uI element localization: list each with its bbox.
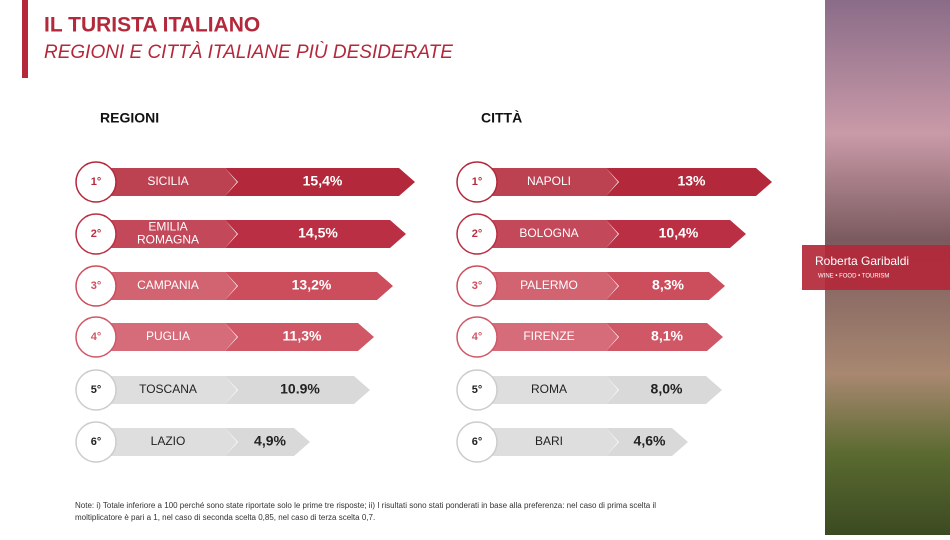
rank-circle [75, 213, 117, 255]
category-chevron [486, 428, 618, 456]
category-chevron [105, 168, 237, 196]
category-chevron [105, 220, 237, 248]
category-chevron [486, 323, 618, 351]
rank-circle [456, 265, 498, 307]
rank-circle [456, 369, 498, 411]
rank-circle [456, 316, 498, 358]
bar [225, 168, 415, 196]
subtitle: REGIONI E CITTÀ ITALIANE PIÙ DESIDERATE [44, 41, 453, 63]
value-label: 11,3% [283, 328, 322, 344]
category-label: EMILIA ROMAGNA [137, 220, 199, 247]
rank-label: 2° [472, 228, 483, 240]
note: moltiplicatore è pari a 1, nel caso di s… [75, 513, 375, 522]
rank-circle [75, 161, 117, 203]
category-label: NAPOLI [527, 174, 571, 188]
rank-label: 1° [91, 176, 102, 188]
category-chevron [486, 168, 618, 196]
value-label: 8,1% [651, 328, 683, 344]
category-chevron [105, 376, 237, 404]
rank-label: 6° [472, 436, 483, 448]
bar [606, 323, 723, 351]
bar [225, 272, 393, 300]
rank-circle [75, 369, 117, 411]
rank-label: 3° [472, 280, 483, 292]
value-label: 8,3% [652, 277, 684, 293]
category-chevron [486, 272, 618, 300]
bar [606, 168, 772, 196]
value-label: 14,5% [298, 225, 338, 241]
note: Note: i) Totale inferiore a 100 perché s… [75, 501, 656, 510]
rank-label: 5° [472, 384, 483, 396]
category-chevron [105, 428, 237, 456]
category-label: PALERMO [520, 278, 578, 292]
chart-heading: REGIONI [100, 110, 159, 126]
value-label: 4,9% [254, 433, 286, 449]
bar [225, 323, 374, 351]
rank-label: 5° [91, 384, 102, 396]
rank-label: 6° [91, 436, 102, 448]
category-label: ROMA [531, 382, 567, 396]
rank-circle [75, 421, 117, 463]
category-chevron [486, 376, 618, 404]
category-label: FIRENZE [523, 329, 574, 343]
category-label: BOLOGNA [519, 226, 578, 240]
value-label: 13,2% [292, 277, 332, 293]
category-chevron [105, 272, 237, 300]
category-chevron [486, 220, 618, 248]
title: IL TURISTA ITALIANO [44, 14, 260, 37]
rank-label: 2° [91, 228, 102, 240]
rank-circle [75, 265, 117, 307]
value-label: 4,6% [634, 433, 666, 449]
category-chevron [105, 323, 237, 351]
value-label: 15,4% [303, 173, 343, 189]
bar [606, 220, 746, 248]
rank-label: 4° [91, 331, 102, 343]
bar [225, 428, 310, 456]
accent-bar [22, 0, 28, 78]
charts: REGIONI 1° SICILIA 15,4% 2° EMILIA ROMAGNA 14,5… [75, 110, 772, 463]
rank-label: 4° [472, 331, 483, 343]
rank-label: 1° [472, 176, 483, 188]
category-label: CAMPANIA [137, 278, 199, 292]
chart-heading: CITTÀ [481, 110, 522, 126]
bar [606, 428, 688, 456]
brand-box [802, 245, 950, 290]
value-label: 10.9% [280, 381, 320, 397]
category-label: BARI [535, 434, 563, 448]
bar [606, 376, 722, 404]
rank-circle [75, 316, 117, 358]
bar [225, 220, 406, 248]
category-label: SICILIA [147, 174, 188, 188]
rank-circle [456, 421, 498, 463]
value-label: 8,0% [651, 381, 683, 397]
bar [225, 376, 370, 404]
bar [606, 272, 725, 300]
rank-circle [456, 213, 498, 255]
rank-label: 3° [91, 280, 102, 292]
category-label: LAZIO [151, 434, 186, 448]
value-label: 13% [677, 173, 706, 189]
rank-circle [456, 161, 498, 203]
value-label: 10,4% [659, 225, 699, 241]
category-label: TOSCANA [139, 382, 197, 396]
brand-tagline: WINE • FOOD • TOURISM [818, 274, 889, 280]
category-label: PUGLIA [146, 329, 190, 343]
brand-name: Roberta Garibaldi [815, 254, 909, 268]
